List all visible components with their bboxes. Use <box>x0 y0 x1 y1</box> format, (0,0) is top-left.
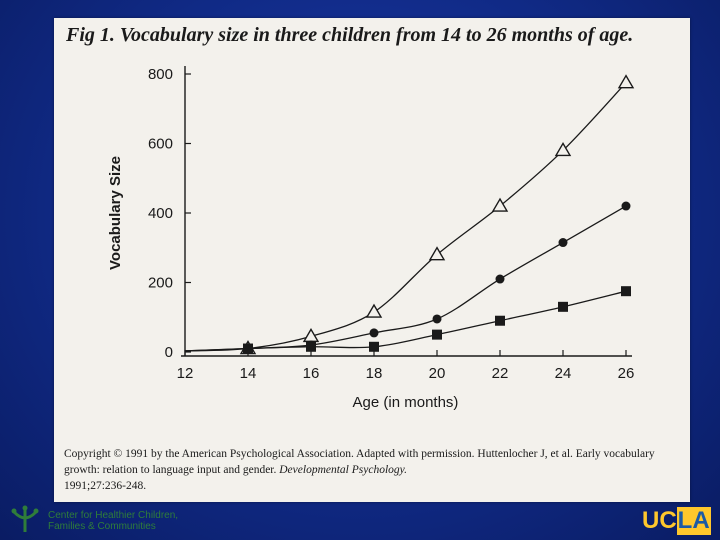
data-point-square <box>306 341 316 352</box>
caption-journal: Developmental Psychology. <box>279 464 407 476</box>
caption-citation: 1991;27:236-248. <box>64 480 147 492</box>
data-point-triangle <box>617 74 635 89</box>
data-point-square <box>432 329 442 340</box>
y-axis-label: Vocabulary Size <box>107 156 124 270</box>
figure-page: Fig 1. Vocabulary size in three children… <box>54 18 690 502</box>
data-point-circle <box>432 314 442 324</box>
x-tick-label: 18 <box>366 365 383 382</box>
x-tick-label: 20 <box>429 365 446 382</box>
data-point-square <box>558 301 568 312</box>
x-tick-label: 12 <box>177 365 194 382</box>
y-tick-label: 200 <box>148 275 173 292</box>
ucla-logo-uc: UC <box>642 507 677 534</box>
data-point-square <box>369 341 379 352</box>
org-name: Center for Healthier Children, Families … <box>48 510 178 532</box>
data-point-triangle <box>554 142 572 157</box>
data-point-circle <box>621 201 631 211</box>
x-tick-label: 22 <box>492 365 509 382</box>
org-logo-icon <box>11 505 39 532</box>
x-tick-label: 14 <box>240 365 257 382</box>
series-curve-circle <box>184 205 627 352</box>
data-point-triangle <box>491 197 509 212</box>
series-curve-square <box>184 290 627 352</box>
data-point-square <box>243 343 253 354</box>
x-axis-label: Age (in months) <box>353 394 459 411</box>
x-tick-label: 24 <box>555 365 572 382</box>
org-name-line1: Center for Healthier Children, <box>48 510 179 521</box>
x-tick-label: 16 <box>303 365 320 382</box>
data-point-triangle <box>428 246 446 261</box>
data-point-square <box>495 315 505 326</box>
org-name-line2: Families & Communities <box>48 521 156 532</box>
data-point-square <box>621 286 631 297</box>
data-point-circle <box>495 274 505 284</box>
figure-caption: Copyright © 1991 by the American Psychol… <box>64 446 684 494</box>
data-point-triangle <box>365 303 383 318</box>
data-point-circle <box>369 328 379 338</box>
ucla-logo-la: LA <box>676 507 711 535</box>
y-tick-label: 800 <box>148 66 173 83</box>
y-tick-label: 600 <box>148 136 173 153</box>
caption-text: Copyright © 1991 by the American Psychol… <box>64 448 655 476</box>
data-point-circle <box>558 238 568 248</box>
ucla-logo: UC LA <box>642 507 712 535</box>
x-tick-label: 26 <box>618 365 635 382</box>
chart-title: Fig 1. Vocabulary size in three children… <box>66 24 634 46</box>
y-tick-label: 0 <box>165 344 173 361</box>
y-tick-label: 400 <box>148 205 173 222</box>
vocabulary-chart: 0 200 400 600 800 12 14 16 18 20 22 24 26 Age (in mon… <box>107 66 635 411</box>
